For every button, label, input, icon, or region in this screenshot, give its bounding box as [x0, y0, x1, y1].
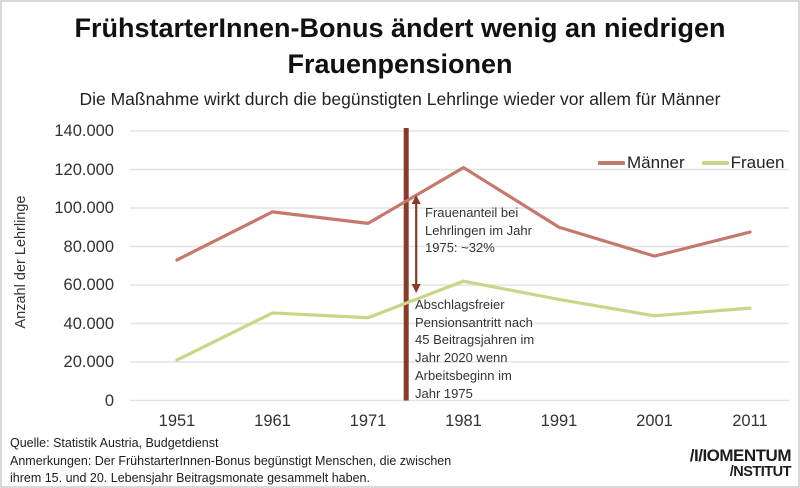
series-line-Frauen: [175, 279, 752, 362]
logo-wordmark-momentum: /I/IOMENTUM: [689, 446, 792, 465]
y-tick-label: 80.000: [63, 237, 114, 256]
legend-swatch: [598, 161, 625, 165]
chart-legend: Männer Frauen: [598, 153, 785, 173]
legend-label: Männer: [627, 153, 685, 172]
annotation-frauenanteil: Frauenanteil bei Lehrlingen im Jahr 1975…: [425, 205, 532, 256]
legend-item-Männer: Männer: [598, 153, 685, 173]
gap-arrow-head-down: [411, 284, 421, 293]
gap-arrow-head-up: [411, 195, 421, 204]
x-tick-label: 2001: [636, 412, 673, 430]
y-tick-label: 60.000: [63, 276, 114, 294]
logo-wordmark-institut: /NSTITUT: [729, 464, 792, 480]
y-tick-label: 0: [104, 391, 114, 410]
y-tick-label: 120.000: [54, 160, 114, 179]
footer: Quelle: Statistik Austria, Budgetdienst …: [10, 435, 452, 486]
x-tick-label: 1961: [254, 412, 291, 430]
source-note: Quelle: Statistik Austria, Budgetdienst: [10, 436, 219, 450]
y-tick-label: 40.000: [63, 314, 114, 333]
momentum-institut-logo: /I/IOMENTUM /NSTITUT: [689, 446, 792, 480]
series-line-Männer: [175, 165, 752, 262]
y-tick-label: 100.000: [54, 199, 114, 217]
page-title: FrühstarterInnen-Bonus ändert wenig an n…: [2, 10, 798, 82]
y-tick-label: 140.000: [54, 122, 114, 140]
page-subtitle: Die Maßnahme wirkt durch die begünstigte…: [79, 89, 721, 109]
legend-swatch: [701, 161, 729, 165]
x-tick-label: 2011: [732, 412, 768, 430]
legend-item-Frauen: Frauen: [701, 153, 785, 173]
x-tick-label: 1951: [158, 412, 196, 430]
x-tick-label: 1991: [540, 412, 578, 430]
remarks-line1: Anmerkungen: Der FrühstarterInnen-Bonus …: [10, 453, 452, 468]
page-title-line1: FrühstarterInnen-Bonus ändert wenig an n…: [74, 13, 726, 43]
remarks-line2: ihrem 15. und 20. Lebensjahr Beitragsmon…: [10, 471, 370, 485]
page-title-line2: Frauenpensionen: [287, 49, 513, 79]
x-tick-label: 1971: [349, 412, 387, 430]
x-tick-label: 1981: [445, 412, 482, 430]
annotation-abschlagsfreier-pensionsantritt: Abschlagsfreier Pensionsantritt nach 45 …: [415, 297, 535, 401]
legend-label: Frauen: [730, 153, 785, 172]
y-tick-label: 20.000: [63, 353, 114, 371]
